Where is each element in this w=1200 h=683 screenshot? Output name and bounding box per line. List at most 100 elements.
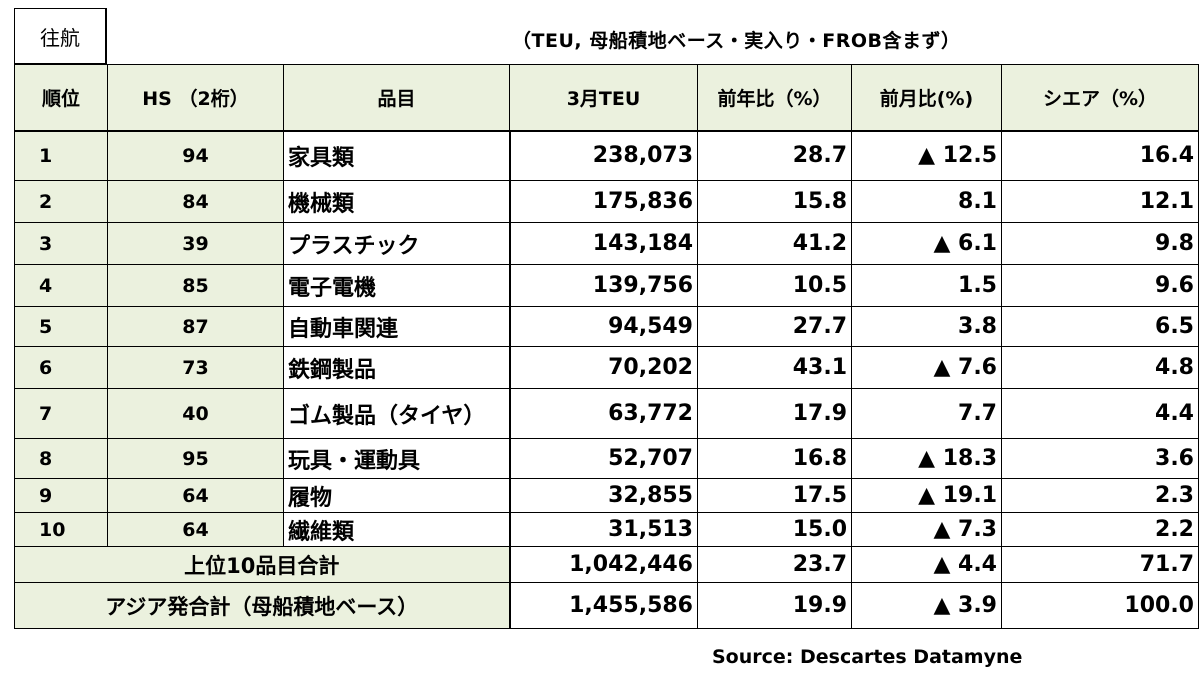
- mom-cell: ▲ 7.6: [851, 346, 1002, 389]
- mom-cell: ▲ 18.3: [851, 438, 1002, 479]
- hs-cell: 73: [107, 346, 284, 389]
- hs-cell: 64: [107, 512, 284, 547]
- teu-cell: 175,836: [508, 180, 698, 223]
- yoy-cell: 17.5: [697, 478, 852, 513]
- item-name-cell: 繊維類: [283, 512, 510, 547]
- teu-cell: 139,756: [508, 264, 698, 307]
- hs-cell: 85: [107, 264, 284, 307]
- header-item: 品目: [283, 64, 510, 132]
- yoy-cell: 17.9: [697, 388, 852, 439]
- rank-cell: 4: [14, 264, 108, 307]
- table-row: 1 94 家具類 238,073 28.7 ▲ 12.5 16.4: [14, 130, 1199, 181]
- table-subtitle: （TEU, 母船積地ベース・実入り・FROB含まず）: [512, 30, 961, 52]
- total-label: 上位10品目合計: [14, 546, 510, 583]
- yoy-cell: 16.8: [697, 438, 852, 479]
- share-cell: 16.4: [1001, 130, 1199, 181]
- source-note: Source: Descartes Datamyne: [712, 646, 1023, 668]
- total-teu-cell: 1,455,586: [508, 582, 698, 629]
- rank-cell: 1: [14, 130, 108, 181]
- rank-cell: 5: [14, 306, 108, 347]
- item-name-cell: 自動車関連: [283, 306, 510, 347]
- route-tag: 往航: [14, 8, 107, 64]
- total-row: 上位10品目合計 1,042,446 23.7 ▲ 4.4 71.7: [14, 546, 1199, 583]
- item-name-cell: 電子電機: [283, 264, 510, 307]
- total-mom-cell: ▲ 4.4: [851, 546, 1002, 583]
- mom-cell: ▲ 19.1: [851, 478, 1002, 513]
- table-row: 2 84 機械類 175,836 15.8 8.1 12.1: [14, 180, 1199, 223]
- mom-cell: 7.7: [851, 388, 1002, 439]
- item-name-cell: 鉄鋼製品: [283, 346, 510, 389]
- yoy-cell: 15.8: [697, 180, 852, 223]
- share-cell: 4.4: [1001, 388, 1199, 439]
- table-row: 6 73 鉄鋼製品 70,202 43.1 ▲ 7.6 4.8: [14, 346, 1199, 389]
- hs-cell: 84: [107, 180, 284, 223]
- teu-cell: 70,202: [508, 346, 698, 389]
- header-teu: 3月TEU: [509, 64, 698, 132]
- item-name-cell: 玩具・運動具: [283, 438, 510, 479]
- mom-cell: 1.5: [851, 264, 1002, 307]
- mom-cell: ▲ 7.3: [851, 512, 1002, 547]
- cargo-ranking-table: 順位 HS （2桁） 品目 3月TEU 前年比（%） 前月比(%) シエア（%）…: [14, 64, 1199, 629]
- hs-cell: 40: [107, 388, 284, 439]
- share-cell: 9.8: [1001, 222, 1199, 265]
- yoy-cell: 41.2: [697, 222, 852, 265]
- item-name-cell: プラスチック: [283, 222, 510, 265]
- header-share: シエア（%）: [1001, 64, 1199, 132]
- hs-cell: 94: [107, 130, 284, 181]
- item-name-cell: 家具類: [283, 130, 510, 181]
- yoy-cell: 28.7: [697, 130, 852, 181]
- total-yoy-cell: 23.7: [697, 546, 852, 583]
- header-hs: HS （2桁）: [107, 64, 284, 132]
- table-row: 7 40 ゴム製品（タイヤ） 63,772 17.9 7.7 4.4: [14, 388, 1199, 439]
- hs-cell: 39: [107, 222, 284, 265]
- hs-cell: 87: [107, 306, 284, 347]
- rank-cell: 7: [14, 388, 108, 439]
- share-cell: 9.6: [1001, 264, 1199, 307]
- header-rank: 順位: [14, 64, 108, 132]
- rank-cell: 8: [14, 438, 108, 479]
- teu-cell: 94,549: [508, 306, 698, 347]
- teu-cell: 143,184: [508, 222, 698, 265]
- yoy-cell: 15.0: [697, 512, 852, 547]
- share-cell: 2.2: [1001, 512, 1199, 547]
- table-row: 9 64 履物 32,855 17.5 ▲ 19.1 2.3: [14, 478, 1199, 513]
- item-name-cell: 履物: [283, 478, 510, 513]
- rank-cell: 6: [14, 346, 108, 389]
- rank-cell: 3: [14, 222, 108, 265]
- hs-cell: 64: [107, 478, 284, 513]
- rank-cell: 2: [14, 180, 108, 223]
- header-row: 順位 HS （2桁） 品目 3月TEU 前年比（%） 前月比(%) シエア（%）: [14, 64, 1199, 132]
- header-yoy: 前年比（%）: [697, 64, 852, 132]
- mom-cell: ▲ 12.5: [851, 130, 1002, 181]
- share-cell: 4.8: [1001, 346, 1199, 389]
- teu-cell: 32,855: [508, 478, 698, 513]
- mom-cell: 3.8: [851, 306, 1002, 347]
- header-mom: 前月比(%): [851, 64, 1002, 132]
- teu-cell: 52,707: [508, 438, 698, 479]
- mom-cell: ▲ 6.1: [851, 222, 1002, 265]
- rank-cell: 10: [14, 512, 108, 547]
- yoy-cell: 27.7: [697, 306, 852, 347]
- table-row: 10 64 繊維類 31,513 15.0 ▲ 7.3 2.2: [14, 512, 1199, 547]
- rank-cell: 9: [14, 478, 108, 513]
- yoy-cell: 43.1: [697, 346, 852, 389]
- table-row: 8 95 玩具・運動具 52,707 16.8 ▲ 18.3 3.6: [14, 438, 1199, 479]
- teu-cell: 63,772: [508, 388, 698, 439]
- table-row: 4 85 電子電機 139,756 10.5 1.5 9.6: [14, 264, 1199, 307]
- total-share-cell: 71.7: [1001, 546, 1199, 583]
- teu-cell: 238,073: [508, 130, 698, 181]
- item-name-cell: 機械類: [283, 180, 510, 223]
- table-row: 3 39 プラスチック 143,184 41.2 ▲ 6.1 9.8: [14, 222, 1199, 265]
- mom-cell: 8.1: [851, 180, 1002, 223]
- total-mom-cell: ▲ 3.9: [851, 582, 1002, 629]
- table-row: 5 87 自動車関連 94,549 27.7 3.8 6.5: [14, 306, 1199, 347]
- total-teu-cell: 1,042,446: [508, 546, 698, 583]
- share-cell: 2.3: [1001, 478, 1199, 513]
- teu-cell: 31,513: [508, 512, 698, 547]
- share-cell: 12.1: [1001, 180, 1199, 223]
- total-row: アジア発合計（母船積地ベース） 1,455,586 19.9 ▲ 3.9 100.0: [14, 582, 1199, 629]
- total-share-cell: 100.0: [1001, 582, 1199, 629]
- yoy-cell: 10.5: [697, 264, 852, 307]
- share-cell: 3.6: [1001, 438, 1199, 479]
- total-label: アジア発合計（母船積地ベース）: [14, 582, 510, 629]
